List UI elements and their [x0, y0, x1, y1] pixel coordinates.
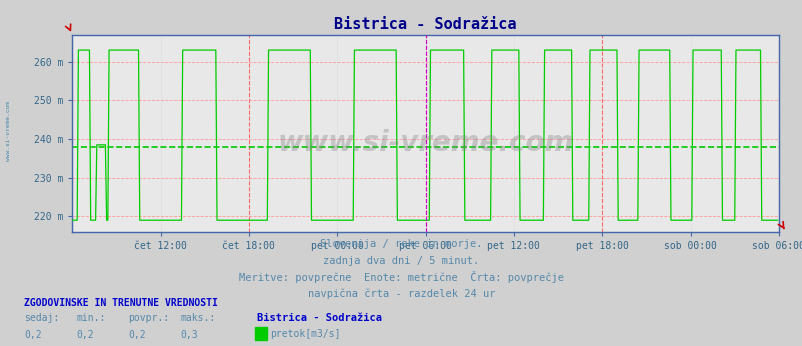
Text: zadnja dva dni / 5 minut.: zadnja dva dni / 5 minut. — [323, 256, 479, 266]
Text: Slovenija / reke in morje.: Slovenija / reke in morje. — [320, 239, 482, 249]
Text: 0,3: 0,3 — [180, 330, 198, 340]
Text: pretok[m3/s]: pretok[m3/s] — [270, 329, 341, 339]
Text: min.:: min.: — [76, 313, 106, 323]
Text: 0,2: 0,2 — [24, 330, 42, 340]
Title: Bistrica - Sodražica: Bistrica - Sodražica — [334, 17, 516, 32]
Text: Meritve: povprečne  Enote: metrične  Črta: povprečje: Meritve: povprečne Enote: metrične Črta:… — [239, 271, 563, 283]
Text: ZGODOVINSKE IN TRENUTNE VREDNOSTI: ZGODOVINSKE IN TRENUTNE VREDNOSTI — [24, 298, 217, 308]
Text: 0,2: 0,2 — [128, 330, 146, 340]
Text: navpična črta - razdelek 24 ur: navpična črta - razdelek 24 ur — [307, 289, 495, 299]
Text: sedaj:: sedaj: — [24, 313, 59, 323]
Text: www.si-vreme.com: www.si-vreme.com — [277, 129, 573, 157]
Text: povpr.:: povpr.: — [128, 313, 169, 323]
Text: Bistrica - Sodražica: Bistrica - Sodražica — [257, 313, 382, 323]
Text: maks.:: maks.: — [180, 313, 216, 323]
Text: www.si-vreme.com: www.si-vreme.com — [6, 101, 10, 162]
Text: 0,2: 0,2 — [76, 330, 94, 340]
